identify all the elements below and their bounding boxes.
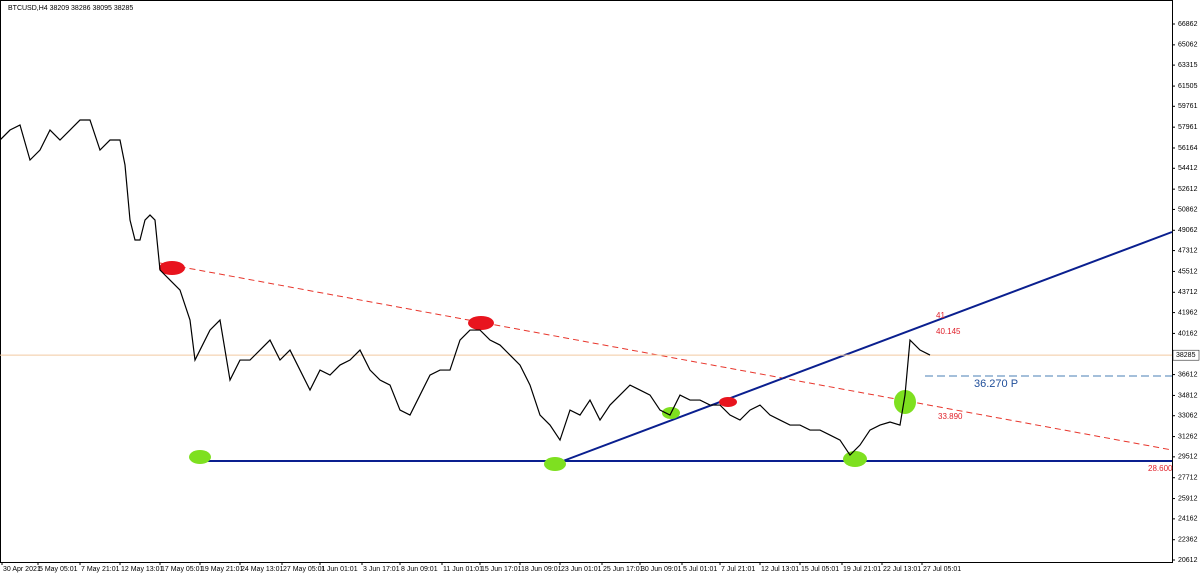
y-tick-label: 40162 <box>1178 330 1198 337</box>
y-tick-label: 52612 <box>1178 186 1198 193</box>
price-line <box>0 119 931 456</box>
y-tick-label: 29512 <box>1178 454 1198 461</box>
y-tick-label: 36612 <box>1178 371 1198 378</box>
y-tick-label: 45512 <box>1178 268 1198 275</box>
annotation: 41 <box>936 311 945 320</box>
support-trendline <box>554 231 1173 465</box>
y-tick-label: 25912 <box>1178 495 1198 502</box>
green-marker <box>544 457 566 471</box>
x-tick-label: 5 Jul 01:01 <box>683 566 717 573</box>
x-tick-label: 22 Jul 13:01 <box>883 566 921 573</box>
red-marker <box>468 316 494 330</box>
x-tick-label: 19 May 21:01 <box>201 566 244 573</box>
x-tick-label: 24 May 13:01 <box>241 566 284 573</box>
green-marker <box>894 390 916 414</box>
x-tick-label: 27 May 05:01 <box>283 566 326 573</box>
y-tick-label: 43712 <box>1178 289 1198 296</box>
y-tick-label: 24162 <box>1178 516 1198 523</box>
last-price-box <box>1172 349 1200 361</box>
y-tick-label: 47312 <box>1178 247 1198 254</box>
y-tick-label: 63315 <box>1178 62 1198 69</box>
y-tick-label: 49062 <box>1178 227 1198 234</box>
y-tick-label: 27712 <box>1178 475 1198 482</box>
y-tick-label: 66862 <box>1178 21 1198 28</box>
y-tick-label: 34812 <box>1178 392 1198 399</box>
y-tick-label: 22362 <box>1178 537 1198 544</box>
y-tick-label: 57961 <box>1178 124 1198 131</box>
last-price-label: 38285 <box>1176 352 1196 359</box>
x-tick-label: 25 Jun 17:01 <box>603 566 644 573</box>
x-tick-label: 30 Jun 09:01 <box>641 566 682 573</box>
red-marker <box>719 397 737 407</box>
annotation: 28.600 <box>1148 464 1173 473</box>
annotation: 40.145 <box>936 327 961 336</box>
y-tick-label: 59761 <box>1178 103 1198 110</box>
x-tick-label: 7 Jul 21:01 <box>721 566 755 573</box>
y-tick-label: 56164 <box>1178 145 1198 152</box>
y-tick-label: 20612 <box>1178 557 1198 564</box>
x-tick-label: 1 Jun 01:01 <box>321 566 358 573</box>
x-tick-label: 12 May 13:01 <box>121 566 164 573</box>
red-marker <box>159 261 185 275</box>
y-tick-label: 54412 <box>1178 165 1198 172</box>
annotation: 36.270 P <box>974 378 1018 390</box>
x-tick-label: 30 Apr 2021 <box>3 566 41 573</box>
x-tick-label: 18 Jun 09:01 <box>521 566 562 573</box>
y-tick-label: 41962 <box>1178 309 1198 316</box>
x-tick-label: 17 May 05:01 <box>161 566 204 573</box>
x-tick-label: 15 Jun 17:01 <box>481 566 522 573</box>
green-marker <box>189 450 211 464</box>
x-tick-label: 12 Jul 13:01 <box>761 566 799 573</box>
y-tick-label: 65062 <box>1178 42 1198 49</box>
y-tick-label: 33062 <box>1178 413 1198 420</box>
x-tick-label: 19 Jul 21:01 <box>843 566 881 573</box>
x-tick-label: 23 Jun 01:01 <box>561 566 602 573</box>
resistance-line <box>159 262 1173 451</box>
symbol-header: BTCUSD,H4 38209 38286 38095 38285 <box>8 5 133 12</box>
annotation: 33.890 <box>938 412 963 421</box>
plot-frame <box>0 0 1173 563</box>
x-tick-label: 7 May 21:01 <box>81 566 120 573</box>
y-tick-label: 61505 <box>1178 83 1198 90</box>
x-tick-label: 15 Jul 05:01 <box>801 566 839 573</box>
x-tick-label: 3 Jun 17:01 <box>363 566 400 573</box>
y-tick-label: 31262 <box>1178 433 1198 440</box>
green-marker <box>843 451 867 467</box>
x-tick-label: 11 Jun 01:01 <box>443 566 483 573</box>
x-tick-label: 5 May 05:01 <box>39 566 78 573</box>
y-tick-label: 50862 <box>1178 206 1198 213</box>
x-tick-label: 8 Jun 09:01 <box>401 566 438 573</box>
x-tick-label: 27 Jul 05:01 <box>923 566 961 573</box>
